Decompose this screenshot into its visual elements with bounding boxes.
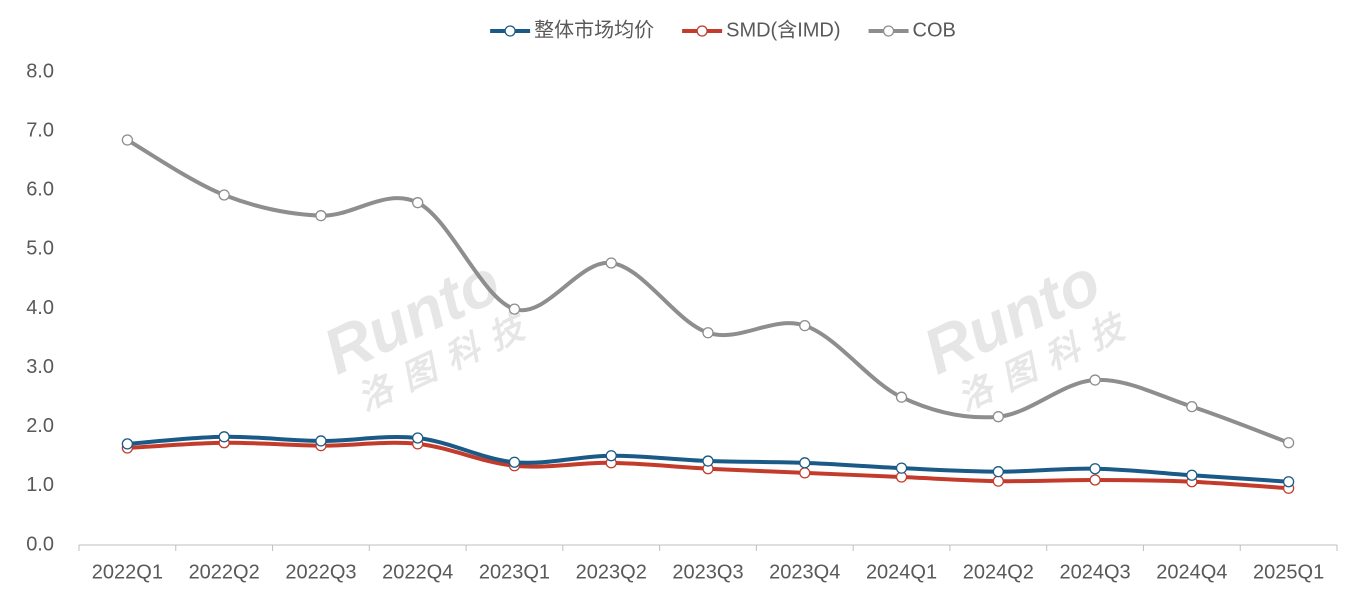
y-tick-label: 3.0 bbox=[26, 356, 54, 378]
y-tick-label: 7.0 bbox=[26, 119, 54, 141]
data-point bbox=[315, 210, 327, 222]
data-point bbox=[605, 257, 617, 269]
x-tick-label: 2023Q3 bbox=[672, 561, 743, 583]
x-tick-label: 2022Q3 bbox=[285, 561, 356, 583]
data-point bbox=[799, 467, 811, 479]
data-point bbox=[605, 450, 617, 462]
x-tick-label: 2024Q3 bbox=[1059, 561, 1130, 583]
legend-marker bbox=[882, 25, 895, 37]
data-point bbox=[895, 391, 908, 403]
data-point bbox=[799, 319, 811, 332]
data-point bbox=[508, 456, 521, 468]
data-point bbox=[1282, 476, 1295, 488]
x-tick-label: 2022Q1 bbox=[92, 561, 163, 583]
x-tick-label: 2024Q1 bbox=[866, 561, 937, 583]
data-point bbox=[121, 438, 134, 450]
data-point bbox=[412, 432, 424, 444]
data-point bbox=[1186, 469, 1198, 481]
x-tick-label: 2023Q4 bbox=[769, 561, 840, 583]
data-point bbox=[121, 134, 134, 146]
data-point bbox=[992, 411, 1004, 423]
data-point bbox=[1089, 474, 1101, 486]
legend-marker bbox=[696, 25, 708, 37]
y-tick-label: 5.0 bbox=[26, 238, 54, 260]
x-tick-label: 2023Q1 bbox=[479, 561, 550, 583]
legend-label: COB bbox=[913, 19, 956, 41]
data-point bbox=[1089, 463, 1101, 475]
data-point bbox=[1282, 437, 1295, 449]
data-point bbox=[218, 189, 230, 201]
y-tick-label: 2.0 bbox=[26, 415, 54, 437]
x-tick-label: 2022Q2 bbox=[189, 561, 260, 583]
data-point bbox=[992, 475, 1004, 487]
y-tick-label: 8.0 bbox=[26, 60, 54, 82]
y-tick-label: 4.0 bbox=[26, 297, 54, 319]
data-point bbox=[1186, 400, 1198, 413]
data-point bbox=[218, 431, 230, 443]
data-point bbox=[895, 462, 908, 474]
x-tick-label: 2024Q2 bbox=[963, 561, 1034, 583]
data-point bbox=[702, 455, 714, 467]
legend: 整体市场均价 SMD(含IMD) COB bbox=[490, 18, 956, 41]
legend-marker bbox=[504, 25, 516, 37]
data-point bbox=[508, 303, 521, 315]
data-point bbox=[702, 327, 714, 339]
legend-label: SMD(含IMD) bbox=[726, 18, 840, 41]
x-tick-label: 2024Q4 bbox=[1156, 561, 1227, 583]
series-line bbox=[125, 137, 1291, 445]
data-point bbox=[992, 466, 1004, 478]
x-tick-label: 2025Q1 bbox=[1253, 561, 1324, 583]
x-tick-label: 2023Q2 bbox=[576, 561, 647, 583]
x-tick-label: 2022Q4 bbox=[382, 561, 453, 583]
data-point bbox=[1089, 374, 1101, 386]
y-tick-label: 0.0 bbox=[26, 533, 54, 555]
legend-label: 整体市场均价 bbox=[534, 18, 654, 41]
data-point bbox=[412, 197, 424, 209]
y-tick-label: 1.0 bbox=[26, 474, 54, 496]
y-tick-label: 6.0 bbox=[26, 179, 54, 201]
data-point bbox=[315, 435, 327, 447]
data-point bbox=[799, 457, 811, 469]
